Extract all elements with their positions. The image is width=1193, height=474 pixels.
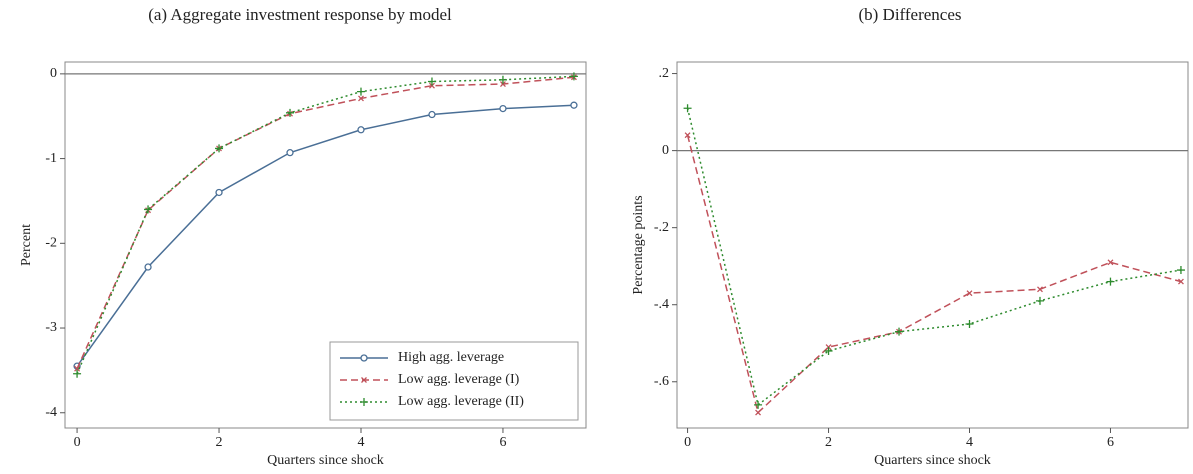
marker (499, 81, 506, 87)
legend-marker (360, 354, 368, 362)
legend-marker (361, 377, 367, 383)
marker (1035, 296, 1044, 305)
marker (144, 263, 152, 271)
marker (73, 369, 82, 378)
y-tick-label: 0 (662, 143, 669, 158)
marker (356, 87, 365, 96)
marker (427, 77, 436, 86)
x-tick-label: 0 (684, 435, 691, 450)
x-tick-label: 4 (357, 435, 364, 450)
marker (570, 101, 578, 109)
y-tick-label: -.2 (654, 220, 669, 235)
marker (755, 409, 762, 416)
series-line (76, 75, 574, 375)
y-tick-label: -.4 (654, 297, 669, 312)
marker (429, 82, 435, 89)
series-line (76, 76, 575, 370)
y-tick-label: -1 (45, 151, 57, 166)
marker (215, 144, 224, 153)
x-tick-label: 2 (825, 435, 832, 450)
y-tick-label: -4 (45, 405, 57, 420)
series-line (76, 104, 574, 367)
series-line (686, 135, 1182, 414)
marker (74, 365, 81, 372)
plot-frame (64, 61, 587, 429)
marker (1037, 286, 1043, 293)
marker (357, 126, 365, 134)
marker (1177, 278, 1184, 285)
x-axis-label: Quarters since shock (267, 453, 384, 468)
legend-label: Low agg. leverage (I) (398, 372, 520, 387)
legend-label: Low agg. leverage (II) (398, 394, 524, 409)
legend-label: High agg. leverage (398, 350, 504, 365)
x-axis-label: Quarters since shock (874, 453, 991, 468)
marker (684, 132, 691, 139)
marker (215, 188, 223, 197)
y-tick-label: -3 (45, 320, 57, 335)
x-tick-label: 6 (499, 435, 506, 450)
marker (428, 110, 436, 119)
y-tick-label: -2 (45, 236, 57, 251)
legend-marker (360, 398, 368, 406)
y-tick-label: -.6 (654, 374, 669, 389)
marker (498, 75, 507, 84)
marker (286, 149, 294, 157)
chart-title: (a) Aggregate investment response by mod… (148, 5, 452, 24)
x-tick-label: 2 (216, 435, 223, 450)
marker (754, 400, 763, 409)
marker (569, 72, 578, 81)
y-axis-label: Percent (19, 224, 34, 266)
y-axis-label: Percentage points (631, 195, 646, 294)
chart-title: (b) Differences (858, 5, 961, 24)
series-line (686, 108, 1182, 407)
y-tick-label: .2 (659, 66, 670, 81)
x-tick-label: 0 (74, 435, 81, 450)
x-tick-label: 6 (1107, 435, 1114, 450)
legend-box (329, 341, 579, 421)
marker (144, 205, 153, 214)
marker (683, 104, 692, 113)
marker (358, 95, 364, 102)
y-tick-label: 0 (50, 66, 57, 81)
x-tick-label: 4 (966, 435, 973, 450)
marker (895, 327, 904, 336)
marker (286, 108, 295, 117)
marker (824, 346, 833, 355)
marker (1106, 277, 1115, 286)
marker (1107, 259, 1114, 266)
marker (1176, 266, 1185, 275)
marker (499, 104, 507, 113)
marker (965, 319, 974, 328)
marker (966, 290, 973, 297)
plot-frame (676, 61, 1189, 429)
